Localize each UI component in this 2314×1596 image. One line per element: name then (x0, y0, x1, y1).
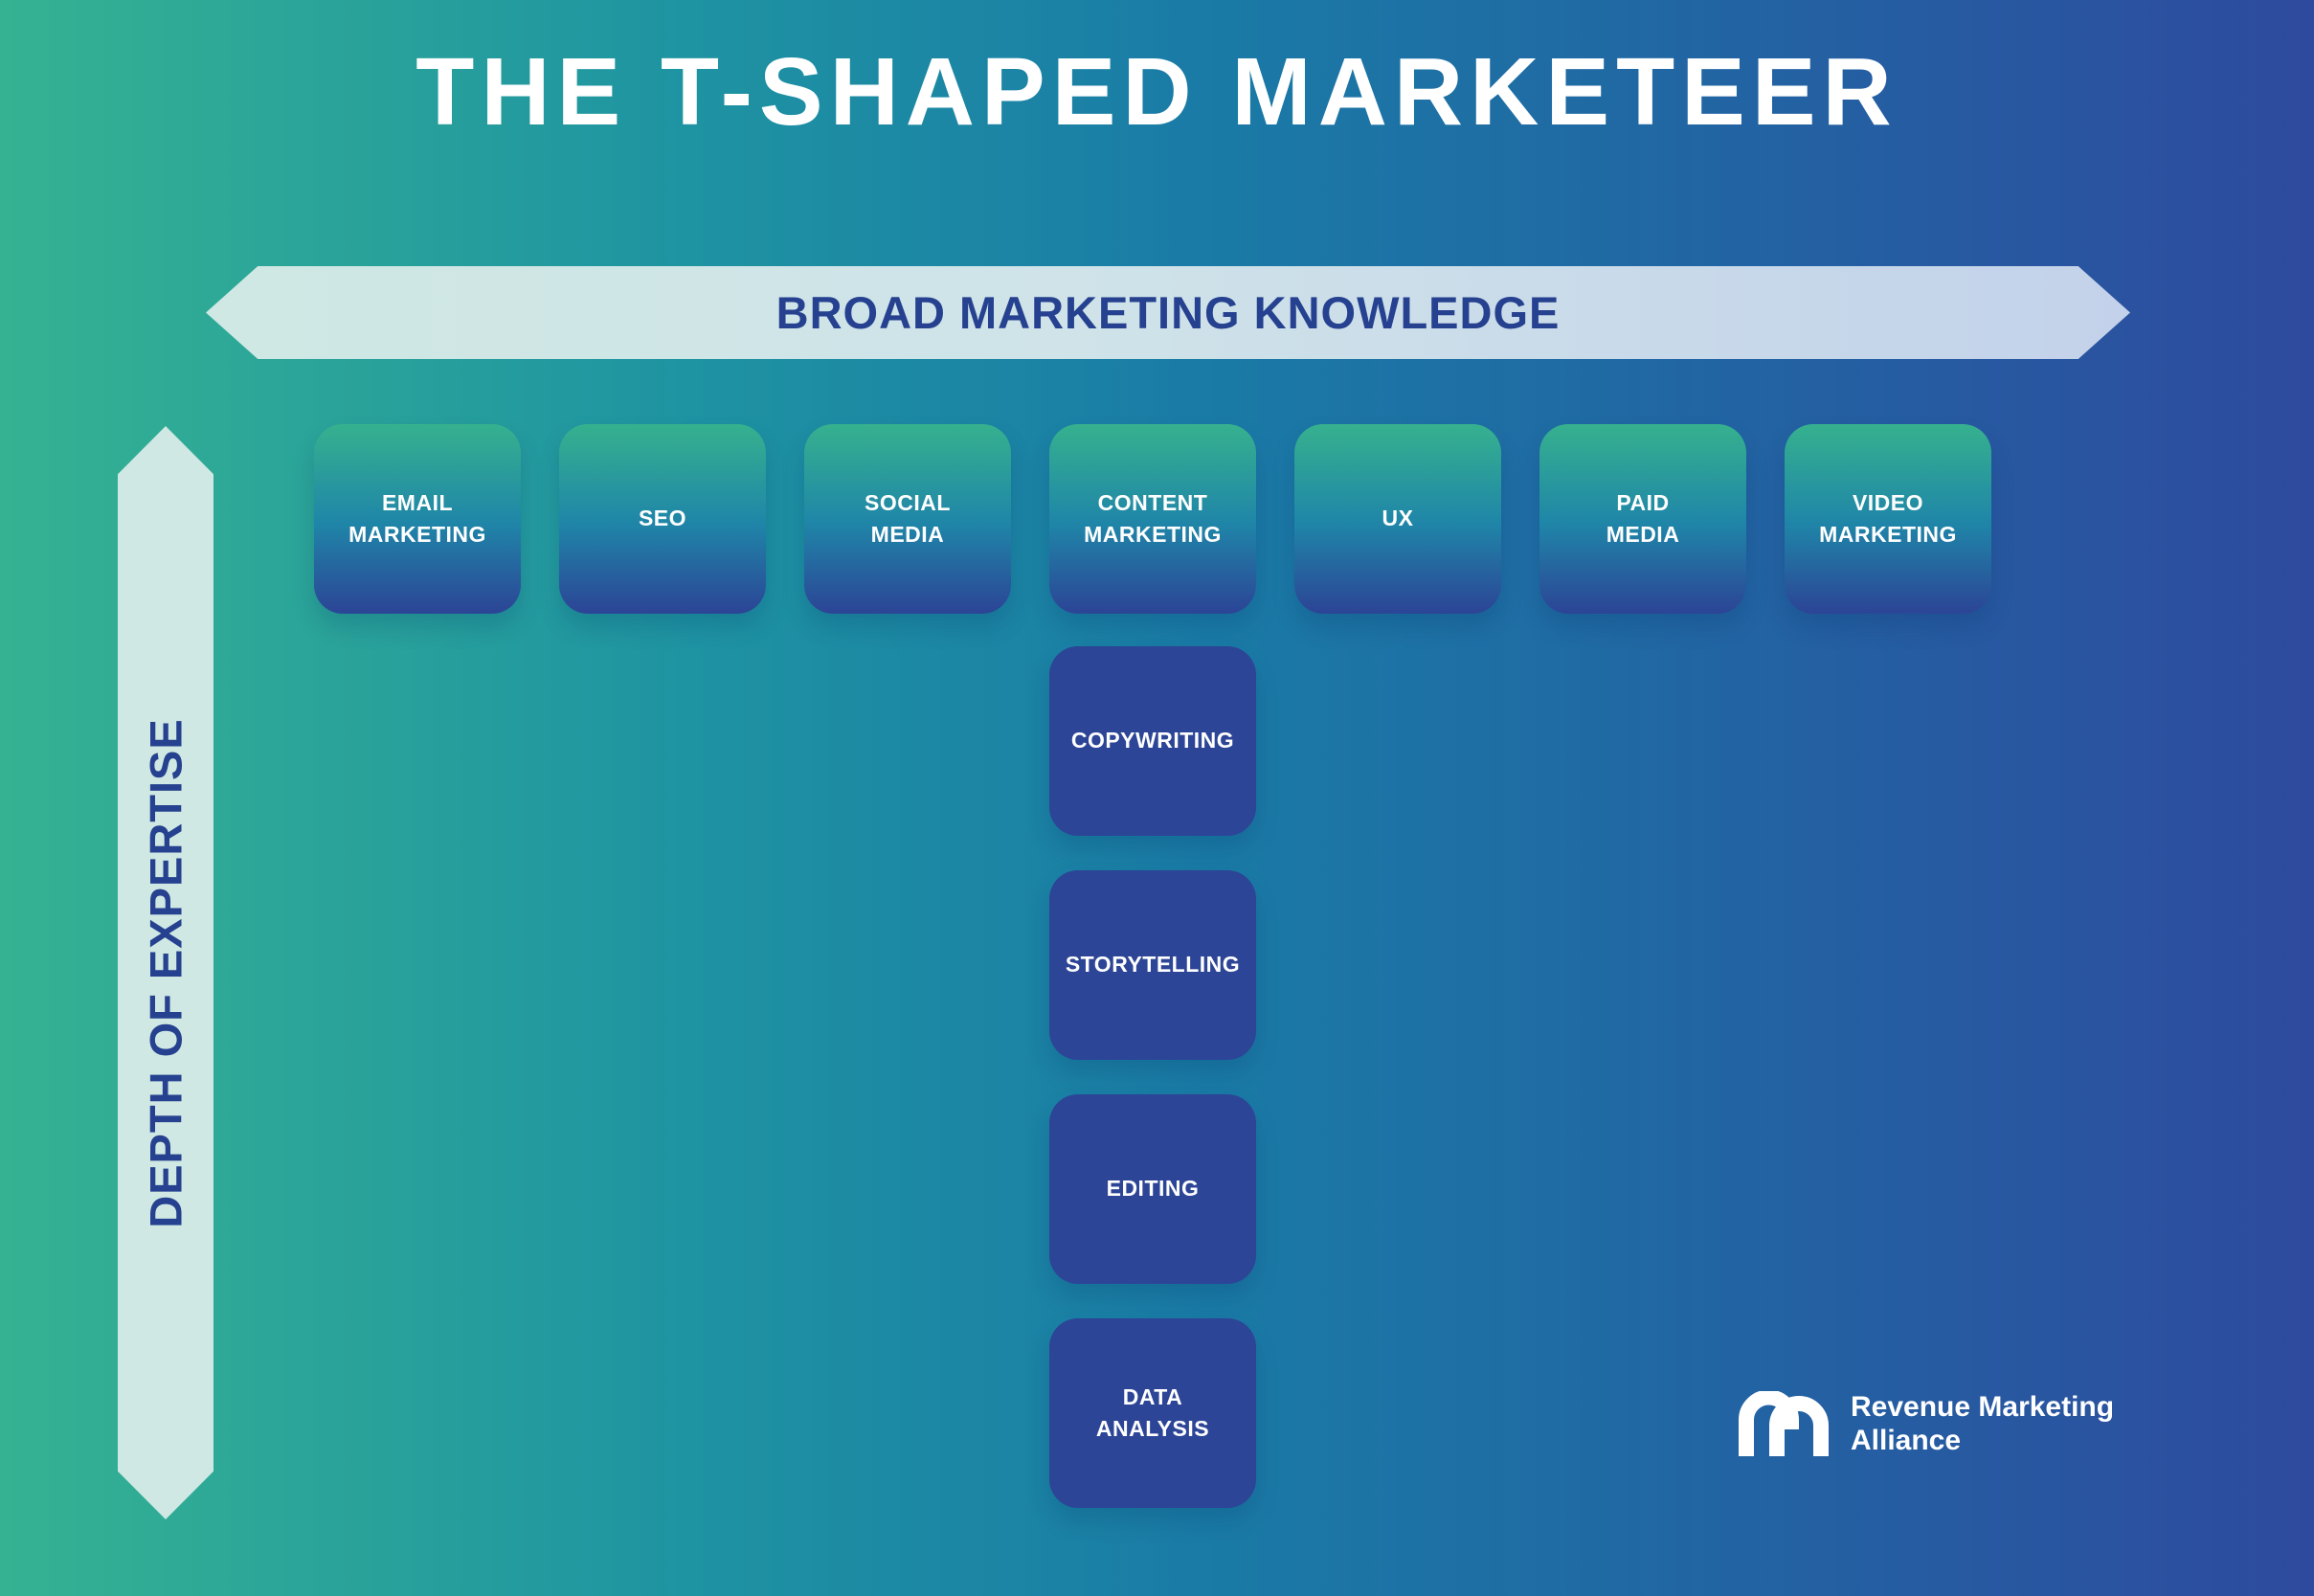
skill-box-storytelling: STORYTELLING (1049, 870, 1256, 1060)
broad-skills-row: EMAIL MARKETING SEO SOCIAL MEDIA CONTENT… (314, 424, 1991, 614)
deep-skills-column: COPYWRITING STORYTELLING EDITING DATA AN… (1049, 646, 1256, 1508)
skill-box-data-analysis: DATA ANALYSIS (1049, 1318, 1256, 1508)
skill-box-editing: EDITING (1049, 1094, 1256, 1284)
skill-label: SOCIAL MEDIA (865, 489, 951, 547)
skill-label: COPYWRITING (1070, 728, 1235, 753)
skill-label: EMAIL MARKETING (348, 489, 486, 547)
skill-box-video-marketing: VIDEO MARKETING (1785, 424, 1991, 614)
skill-box-email-marketing: EMAIL MARKETING (314, 424, 521, 614)
skill-label: DATA ANALYSIS (1095, 1383, 1210, 1441)
page-title: THE T-SHAPED MARKETEER (416, 37, 1898, 146)
brand-name-line2: Alliance (1851, 1425, 1962, 1457)
skill-label: EDITING (1106, 1176, 1200, 1202)
brand-logo: Revenue Marketing Alliance (1738, 1390, 2114, 1458)
depth-expertise-label: DEPTH OF EXPERTISE (140, 717, 191, 1228)
skill-box-paid-media: PAID MEDIA (1539, 424, 1746, 614)
skill-box-copywriting: COPYWRITING (1049, 646, 1256, 836)
skill-box-social-media: SOCIAL MEDIA (804, 424, 1011, 614)
skill-box-ux: UX (1294, 424, 1501, 614)
rma-logo-icon (1739, 1391, 1829, 1457)
skill-label: UX (1382, 506, 1414, 531)
brand-name-line1: Revenue Marketing (1851, 1391, 2115, 1423)
skill-label: STORYTELLING (1065, 952, 1241, 978)
skill-label: CONTENT MARKETING (1084, 489, 1222, 547)
brand-name: Revenue Marketing Alliance (1851, 1390, 2114, 1458)
skill-box-content-marketing: CONTENT MARKETING (1049, 424, 1256, 614)
skill-label: PAID MEDIA (1606, 489, 1680, 547)
broad-knowledge-label: BROAD MARKETING KNOWLEDGE (775, 287, 1561, 338)
skill-label: SEO (638, 506, 687, 531)
skill-label: VIDEO MARKETING (1819, 489, 1957, 547)
depth-expertise-arrow: DEPTH OF EXPERTISE (118, 426, 213, 1519)
broad-knowledge-arrow: BROAD MARKETING KNOWLEDGE (206, 266, 2130, 359)
skill-box-seo: SEO (559, 424, 766, 614)
